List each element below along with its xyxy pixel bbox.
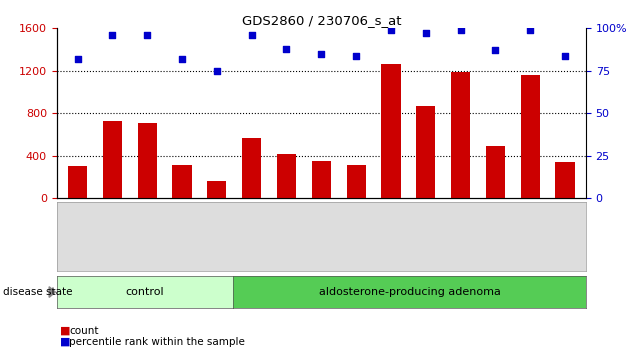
Bar [346, 165, 365, 198]
Point [282, 46, 292, 52]
Point [142, 32, 152, 38]
Bar [68, 166, 87, 198]
Text: count: count [69, 326, 99, 336]
Point [316, 51, 326, 57]
Point [107, 32, 117, 38]
Point [490, 47, 500, 53]
Bar [173, 165, 192, 198]
Bar [416, 106, 435, 198]
Text: ■: ■ [60, 337, 71, 347]
Point [351, 53, 361, 58]
Text: aldosterone-producing adenoma: aldosterone-producing adenoma [319, 287, 500, 297]
Point [525, 27, 536, 33]
Point [421, 30, 431, 36]
Text: ■: ■ [60, 326, 71, 336]
Text: percentile rank within the sample: percentile rank within the sample [69, 337, 245, 347]
Point [246, 32, 256, 38]
Title: GDS2860 / 230706_s_at: GDS2860 / 230706_s_at [241, 14, 401, 27]
Bar [556, 162, 575, 198]
Point [455, 27, 466, 33]
Bar [451, 72, 470, 198]
Point [560, 53, 570, 58]
Bar [520, 75, 540, 198]
Bar [137, 123, 157, 198]
Point [212, 68, 222, 74]
Point [177, 56, 187, 62]
Point [386, 27, 396, 33]
Bar [381, 64, 401, 198]
Bar [242, 138, 261, 198]
Bar [486, 146, 505, 198]
Bar [207, 181, 226, 198]
Text: control: control [125, 287, 164, 297]
Point [72, 56, 83, 62]
Text: disease state: disease state [3, 287, 72, 297]
Bar [277, 154, 296, 198]
Bar [312, 161, 331, 198]
Bar [103, 121, 122, 198]
